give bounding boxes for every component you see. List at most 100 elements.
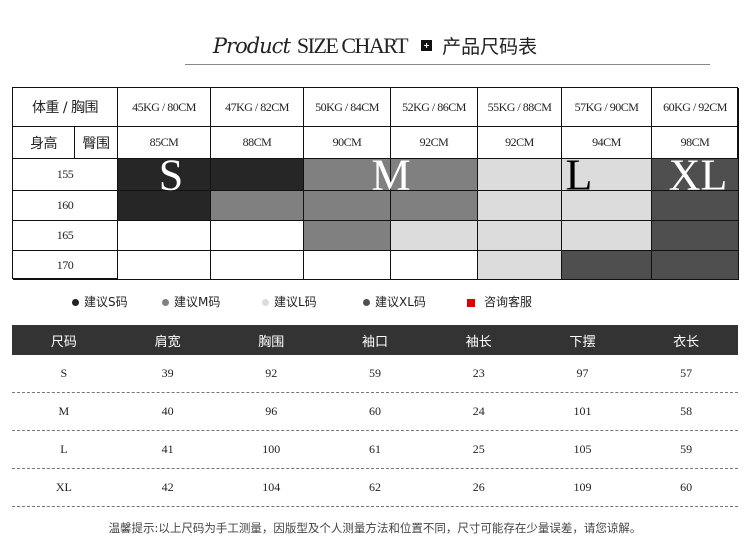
size-cell xyxy=(211,191,304,221)
size-cell xyxy=(652,191,739,221)
size-cell xyxy=(562,251,652,280)
table-cell: 23 xyxy=(472,366,485,380)
hip-value: 90CM xyxy=(304,127,391,159)
size-cell xyxy=(562,191,652,221)
legend-item: 建议L码 xyxy=(262,293,317,310)
size-cell xyxy=(652,251,739,280)
table-cell: 92 xyxy=(265,366,278,380)
weight-chest-header: 52KG / 86CM xyxy=(391,88,478,127)
table-cell: 24 xyxy=(472,404,485,418)
hip-value: 94CM xyxy=(562,127,652,159)
legend-label: 建议M码 xyxy=(174,295,221,309)
plus-square-icon xyxy=(421,40,433,51)
size-cell xyxy=(118,191,211,221)
table-cell: 26 xyxy=(472,480,485,494)
legend-item: 咨询客服 xyxy=(467,293,532,310)
size-cell xyxy=(478,159,562,191)
table-cell: 41 xyxy=(161,442,174,456)
page-title: Product SIZE CHART 产品尺码表 xyxy=(0,32,750,59)
table-cell: 42 xyxy=(161,480,174,494)
legend-item: 建议S码 xyxy=(72,293,128,310)
table-cell: 57 xyxy=(680,366,693,380)
dot-icon xyxy=(363,299,370,306)
table-cell: 96 xyxy=(265,404,278,418)
size-cell xyxy=(391,221,478,251)
weight-chest-header: 45KG / 80CM xyxy=(118,88,211,127)
column-header: 下摆 xyxy=(569,334,596,350)
table-cell: S xyxy=(60,366,68,380)
legend-label: 建议S码 xyxy=(84,295,128,309)
column-header: 胸围 xyxy=(258,334,285,350)
size-cell xyxy=(478,251,562,280)
table-cell: L xyxy=(60,442,68,456)
size-cell xyxy=(118,159,211,191)
table-cell: M xyxy=(58,404,70,418)
divider xyxy=(185,64,710,65)
size-cell xyxy=(391,191,478,221)
table-cell: 60 xyxy=(369,404,382,418)
table-cell: 109 xyxy=(573,480,592,494)
weight-chest-header: 60KG / 92CM xyxy=(652,88,739,127)
table-cell: 58 xyxy=(680,404,693,418)
dot-icon xyxy=(72,299,79,306)
table-cell: 60 xyxy=(680,480,693,494)
weight-chest-label: 体重 / 胸围 xyxy=(13,88,118,127)
size-cell xyxy=(211,159,304,191)
size-cell xyxy=(391,159,478,191)
table-row: L 41 100 61 25 105 59 xyxy=(12,431,738,469)
size-cell xyxy=(652,221,739,251)
size-grid: 体重 / 胸围 身高 臀围 45KG / 80CM 85CM 47KG / 82CM 88C… xyxy=(12,87,739,280)
table-cell: 25 xyxy=(472,442,485,456)
height-value: 170 xyxy=(13,251,118,280)
size-cell xyxy=(211,221,304,251)
table-cell: 105 xyxy=(573,442,592,456)
table-cell: 100 xyxy=(262,442,281,456)
weight-chest-header: 47KG / 82CM xyxy=(211,88,304,127)
measurement-table: 尺码 肩宽 胸围 袖口 袖长 下摆 衣长 S 39 92 59 23 97 57 M 40 96 60 24 101 5… xyxy=(12,325,738,507)
table-row: M 40 96 60 24 101 58 xyxy=(12,393,738,431)
size-cell xyxy=(304,191,391,221)
column-header: 肩宽 xyxy=(154,334,181,350)
table-row: S 39 92 59 23 97 57 xyxy=(12,355,738,393)
hip-value: 85CM xyxy=(118,127,211,159)
size-cell xyxy=(304,221,391,251)
size-cell xyxy=(304,251,391,280)
weight-chest-header: 55KG / 88CM xyxy=(478,88,562,127)
height-value: 155 xyxy=(13,159,118,191)
hip-label: 臀围 xyxy=(75,127,118,159)
hip-value: 92CM xyxy=(391,127,478,159)
title-italic: Product xyxy=(212,34,291,58)
red-square-icon xyxy=(467,298,475,307)
dot-icon xyxy=(262,299,269,306)
weight-chest-header: 57KG / 90CM xyxy=(562,88,652,127)
title-cn: 产品尺码表 xyxy=(442,36,538,58)
table-cell: 101 xyxy=(573,404,592,418)
size-cell xyxy=(562,221,652,251)
size-cell xyxy=(562,159,652,191)
weight-chest-header: 50KG / 84CM xyxy=(304,88,391,127)
hip-value: 88CM xyxy=(211,127,304,159)
dot-icon xyxy=(162,299,169,306)
hip-value: 98CM xyxy=(652,127,739,159)
size-cell xyxy=(118,221,211,251)
column-header: 衣长 xyxy=(673,334,700,350)
table-cell: 59 xyxy=(369,366,382,380)
table-cell: 61 xyxy=(369,442,382,456)
size-cell xyxy=(304,159,391,191)
table-cell: 97 xyxy=(576,366,589,380)
height-value: 160 xyxy=(13,191,118,221)
column-header: 袖口 xyxy=(362,334,389,350)
size-cell xyxy=(478,221,562,251)
title-main: SIZE CHART xyxy=(296,33,409,58)
table-cell: 104 xyxy=(262,480,281,494)
table-row: XL 42 104 62 26 109 60 xyxy=(12,469,738,507)
size-cell xyxy=(478,191,562,221)
size-cell xyxy=(211,251,304,280)
size-cell xyxy=(118,251,211,280)
size-cell xyxy=(391,251,478,280)
legend-label: 建议L码 xyxy=(274,295,317,309)
height-value: 165 xyxy=(13,221,118,251)
table-cell: 40 xyxy=(161,404,174,418)
legend-item: 建议M码 xyxy=(162,293,220,310)
hip-value: 92CM xyxy=(478,127,562,159)
